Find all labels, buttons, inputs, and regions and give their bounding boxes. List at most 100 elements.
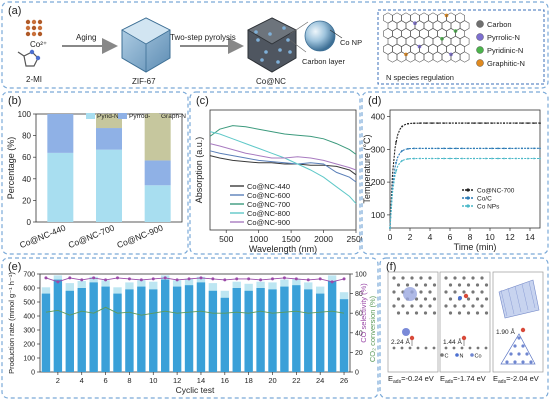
selectivity-point bbox=[247, 277, 251, 281]
selectivity-point bbox=[151, 277, 155, 281]
x-tick-label: 14 bbox=[525, 232, 535, 242]
x-axis-label: Wavelength (nm) bbox=[249, 244, 317, 254]
energy-subscript: ads bbox=[498, 379, 507, 385]
selectivity-point bbox=[342, 277, 346, 281]
series-point bbox=[431, 147, 433, 150]
selectivity-point bbox=[294, 277, 298, 281]
adsorption-energy-label: Eads=-2.04 eV bbox=[493, 374, 539, 385]
selectivity-point bbox=[116, 276, 119, 280]
slab-grid-line bbox=[507, 287, 515, 315]
series-line bbox=[209, 150, 357, 183]
energy-symbol: E bbox=[440, 374, 445, 383]
adsorbate-atom bbox=[461, 335, 467, 341]
series-point bbox=[491, 157, 493, 160]
atom-legend: Carbon Pyrrolic-N Pyridinic-N Graphitic-N bbox=[476, 20, 525, 68]
series-point bbox=[419, 122, 421, 125]
bar bbox=[113, 293, 122, 372]
carbon-atom bbox=[448, 311, 453, 315]
series-point bbox=[479, 157, 481, 160]
series-line bbox=[209, 155, 357, 176]
selectivity-point bbox=[199, 276, 203, 280]
selectivity-point bbox=[56, 280, 60, 284]
series-point bbox=[419, 157, 421, 160]
carbon-atom bbox=[484, 297, 489, 301]
carbon-atom bbox=[423, 297, 428, 301]
legend-atom-icon bbox=[476, 59, 484, 67]
carbon-atom bbox=[405, 311, 410, 315]
series-point bbox=[503, 147, 505, 150]
x-tick-label: 20 bbox=[268, 376, 276, 385]
carbon-atom bbox=[480, 290, 484, 294]
atom-legend-icon bbox=[455, 353, 459, 357]
series-line bbox=[209, 125, 357, 155]
x-tick-label: 2000 bbox=[314, 234, 333, 244]
series-line bbox=[389, 157, 540, 229]
y2-tick-label: 0 bbox=[355, 370, 359, 377]
x-tick-label: 6 bbox=[103, 376, 107, 385]
series-point bbox=[443, 147, 445, 150]
graphene-lattice-icon bbox=[383, 12, 470, 63]
side-view-atom bbox=[476, 346, 480, 350]
series-point bbox=[455, 147, 457, 150]
carbon-atom bbox=[444, 290, 448, 294]
y-tick-label: 400 bbox=[371, 112, 385, 122]
co-slab-top-icon bbox=[498, 279, 540, 319]
series-point bbox=[473, 147, 475, 150]
co-ion-dot bbox=[25, 19, 31, 25]
series-point bbox=[515, 157, 517, 160]
series-point bbox=[539, 157, 541, 160]
carbon-atom bbox=[484, 311, 489, 315]
selectivity-point bbox=[139, 278, 143, 282]
selectivity-point bbox=[104, 278, 108, 282]
co-ion-dot bbox=[31, 31, 37, 37]
side-view-atom bbox=[460, 346, 464, 350]
side-view-atom bbox=[392, 346, 396, 350]
carbon-atom bbox=[466, 283, 471, 287]
legend-atom-icon bbox=[476, 46, 484, 54]
series-point bbox=[425, 122, 427, 125]
y-tick-label: 100 bbox=[18, 110, 32, 119]
adsorbate-atom bbox=[463, 293, 469, 299]
series-point bbox=[413, 157, 415, 160]
y-tick-label: 0 bbox=[27, 218, 32, 227]
panel-d-label: (d) bbox=[368, 95, 381, 107]
zif67-polyhedron-icon bbox=[121, 17, 171, 73]
co-np-dot bbox=[260, 58, 264, 62]
panel-c-label: (c) bbox=[196, 95, 209, 107]
selectivity-point bbox=[282, 276, 286, 280]
carbon-atom bbox=[432, 297, 437, 301]
carbon-atom bbox=[457, 283, 462, 287]
carbon-atom bbox=[475, 283, 480, 287]
series-point bbox=[449, 157, 451, 160]
legend-label: Co@NC-440 bbox=[247, 182, 290, 191]
model-box bbox=[387, 271, 439, 373]
panel-a: (a) Co²⁺ 2-MI Aging ZIF-67 Two-step pyro… bbox=[1, 1, 549, 89]
carbon-atom bbox=[414, 297, 419, 301]
y-tick-label: 400 bbox=[23, 314, 35, 321]
co-np-dot bbox=[256, 38, 260, 42]
co-ion-dot bbox=[37, 31, 43, 37]
slab-grid-line bbox=[528, 281, 536, 309]
y-axis-label: Production rate (mmol g⁻¹ h⁻¹) bbox=[7, 272, 16, 374]
series-point bbox=[533, 147, 535, 150]
slab-grid-line bbox=[514, 285, 522, 313]
series-point bbox=[467, 157, 469, 160]
energy-value: =-0.24 eV bbox=[401, 374, 434, 383]
energy-value: =-1.74 eV bbox=[453, 374, 486, 383]
side-view-atom bbox=[400, 346, 404, 350]
co-np-dot bbox=[286, 38, 290, 42]
bar-segment bbox=[96, 114, 122, 129]
carbon-atom bbox=[457, 311, 462, 315]
y-tick-label: 20 bbox=[22, 196, 31, 205]
selectivity-point bbox=[175, 278, 179, 282]
bar bbox=[172, 286, 182, 372]
series-point bbox=[407, 147, 409, 150]
side-view-atom bbox=[484, 346, 488, 350]
y-axis-label: Absorption (a.u.) bbox=[194, 137, 204, 204]
bar bbox=[268, 289, 277, 372]
carbon-layer-label: Carbon layer bbox=[302, 57, 345, 66]
x-tick-label: 24 bbox=[316, 376, 324, 385]
bar bbox=[53, 279, 63, 372]
